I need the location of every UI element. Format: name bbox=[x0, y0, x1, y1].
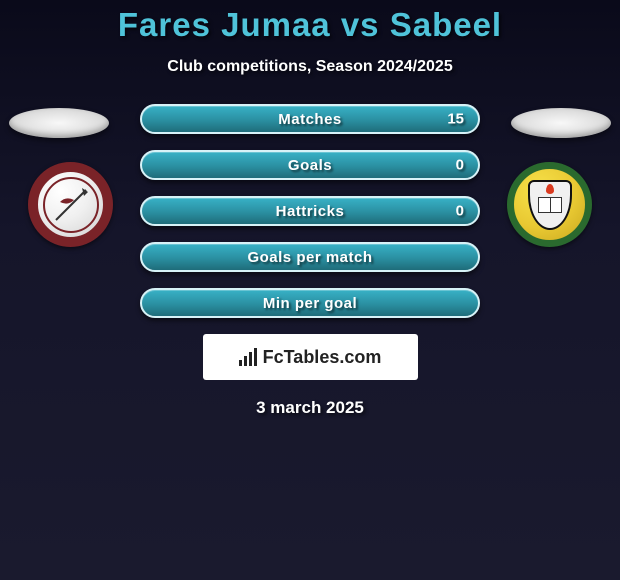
date-text: 3 march 2025 bbox=[0, 398, 620, 418]
stat-right-value: 15 bbox=[447, 111, 464, 128]
book-icon bbox=[538, 197, 562, 213]
stat-label: Goals bbox=[288, 157, 332, 174]
comparison-area: Matches 15 Goals 0 Hattricks 0 Goals per… bbox=[0, 104, 620, 418]
stat-row-goals: Goals 0 bbox=[140, 150, 480, 180]
page-title: Fares Jumaa vs Sabeel bbox=[0, 0, 620, 44]
right-club-badge bbox=[507, 162, 592, 247]
stat-label: Goals per match bbox=[247, 249, 372, 266]
stat-row-goals-per-match: Goals per match bbox=[140, 242, 480, 272]
stat-right-value: 0 bbox=[456, 203, 464, 220]
stat-row-min-per-goal: Min per goal bbox=[140, 288, 480, 318]
stat-label: Min per goal bbox=[263, 295, 357, 312]
subtitle: Club competitions, Season 2024/2025 bbox=[0, 58, 620, 76]
stat-right-value: 0 bbox=[456, 157, 464, 174]
left-player-oval bbox=[9, 108, 109, 138]
bar-chart-icon bbox=[239, 348, 257, 366]
stat-row-hattricks: Hattricks 0 bbox=[140, 196, 480, 226]
stat-label: Hattricks bbox=[276, 203, 345, 220]
stats-list: Matches 15 Goals 0 Hattricks 0 Goals per… bbox=[140, 104, 480, 318]
watermark: FcTables.com bbox=[203, 334, 418, 380]
stat-label: Matches bbox=[278, 111, 342, 128]
right-club-crest-icon bbox=[528, 180, 572, 230]
watermark-text: FcTables.com bbox=[263, 347, 382, 368]
left-club-crest-icon bbox=[43, 177, 99, 233]
stat-row-matches: Matches 15 bbox=[140, 104, 480, 134]
right-player-oval bbox=[511, 108, 611, 138]
left-club-badge bbox=[28, 162, 113, 247]
flame-icon bbox=[546, 184, 554, 194]
